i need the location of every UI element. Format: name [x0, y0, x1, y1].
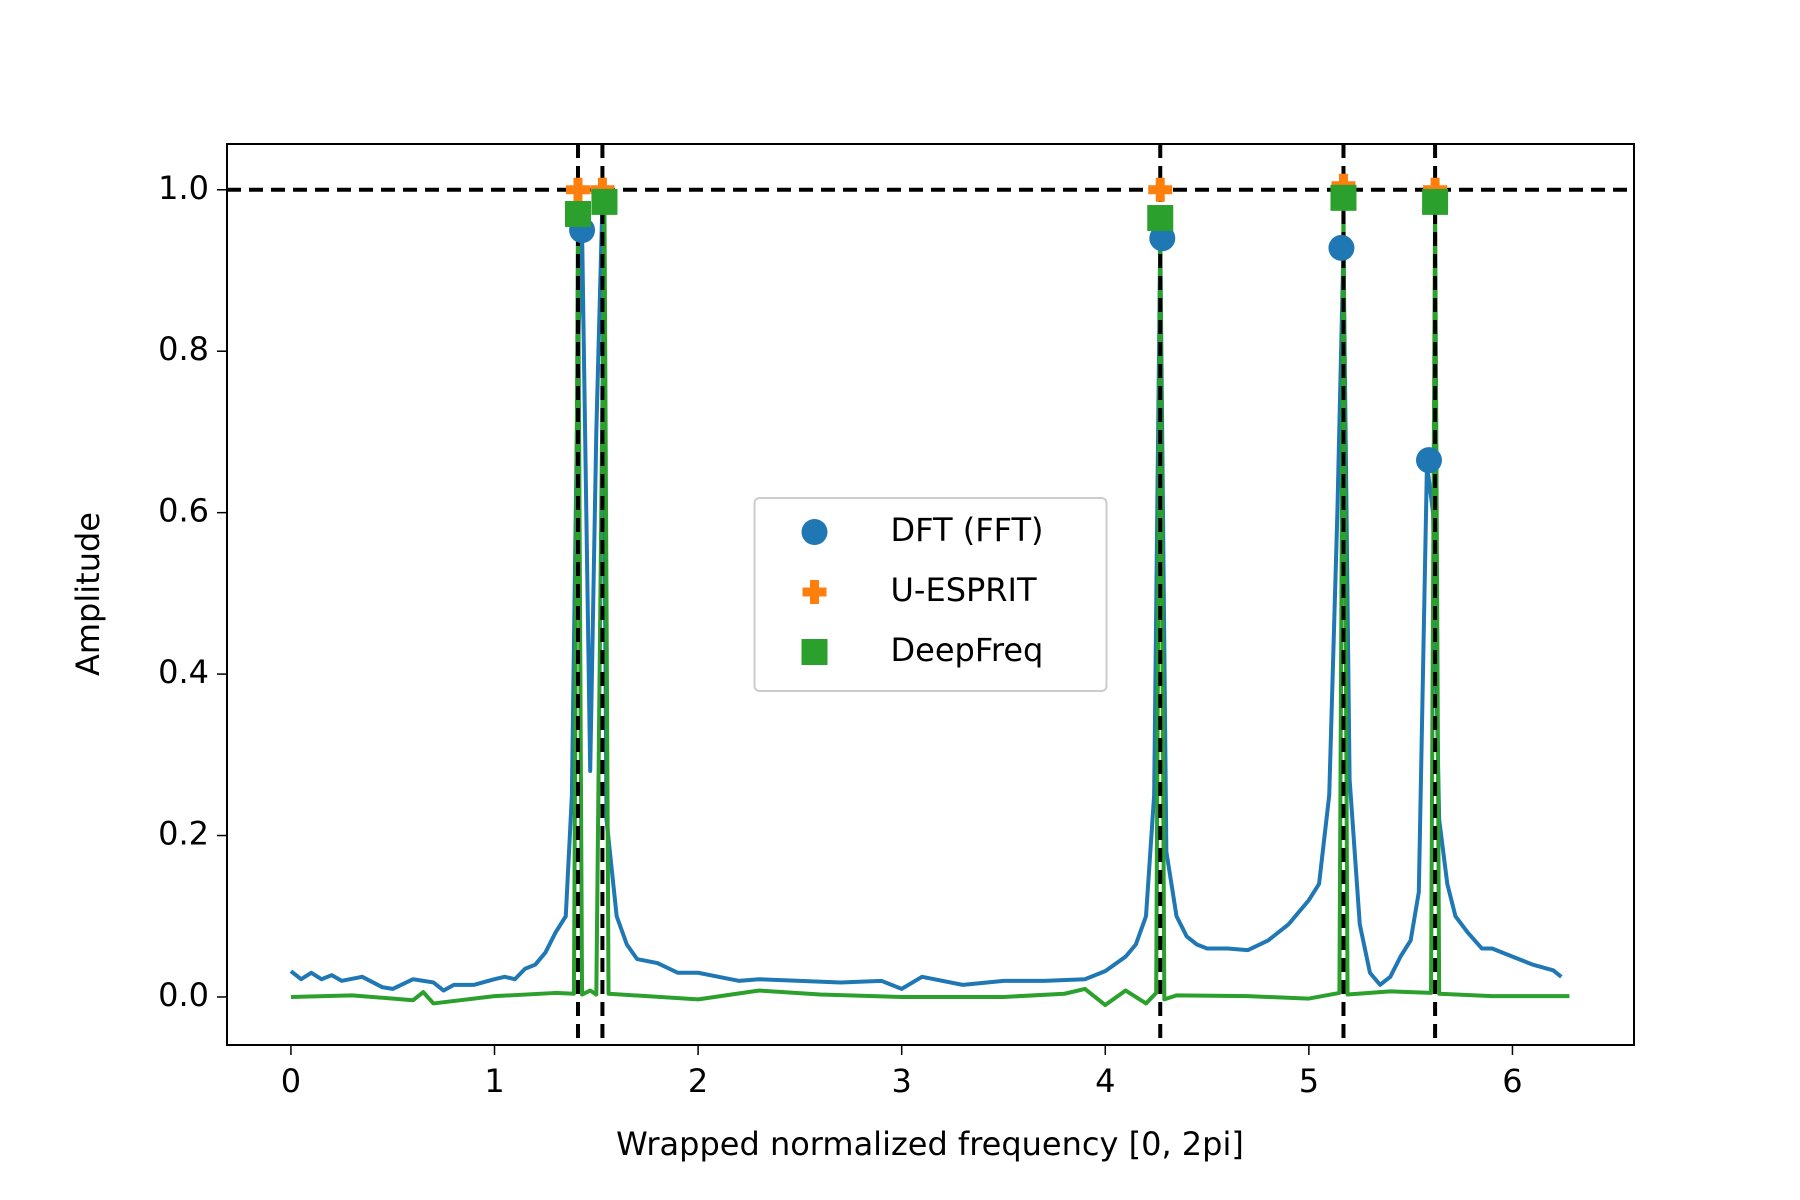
- legend-label: U-ESPRIT: [891, 571, 1037, 609]
- plot-frame: [226, 143, 1635, 1046]
- x-tick-label: 0: [281, 1062, 301, 1100]
- x-tick-label: 5: [1299, 1062, 1319, 1100]
- spectrum-line: [289, 199, 1563, 993]
- y-tick-label: 0.4: [158, 653, 209, 691]
- y-tick-label: 0.2: [158, 815, 209, 853]
- x-axis-label: Wrapped normalized frequency [0, 2pi]: [616, 1125, 1244, 1163]
- legend-marker: [802, 580, 827, 604]
- marker: [565, 177, 590, 202]
- marker: [1330, 184, 1357, 211]
- marker: [1328, 234, 1355, 261]
- marker: [1148, 177, 1173, 202]
- y-axis-label: Amplitude: [69, 512, 107, 676]
- y-tick-label: 0.6: [158, 492, 209, 530]
- x-tick-label: 6: [1502, 1062, 1522, 1100]
- x-tick-label: 1: [484, 1062, 504, 1100]
- x-tick-label: 3: [892, 1062, 912, 1100]
- y-tick-label: 1.0: [158, 169, 209, 207]
- plot-area: [227, 144, 1634, 1045]
- legend-marker: [801, 519, 828, 545]
- marker: [1147, 205, 1174, 232]
- y-tick-label: 0.8: [158, 330, 209, 368]
- marker: [1415, 447, 1442, 474]
- legend-marker: [801, 639, 828, 665]
- marker: [1149, 225, 1176, 252]
- marker: [564, 200, 591, 227]
- y-tick-label: 0.0: [158, 976, 209, 1014]
- spectrum-line: [290, 195, 1570, 1008]
- legend-label: DeepFreq: [891, 631, 1044, 669]
- legend-label: DFT (FFT): [891, 511, 1044, 549]
- legend-box: [753, 497, 1108, 692]
- x-tick-label: 4: [1095, 1062, 1115, 1100]
- marker: [591, 188, 618, 215]
- x-tick-label: 2: [688, 1062, 708, 1100]
- marker: [1422, 188, 1449, 215]
